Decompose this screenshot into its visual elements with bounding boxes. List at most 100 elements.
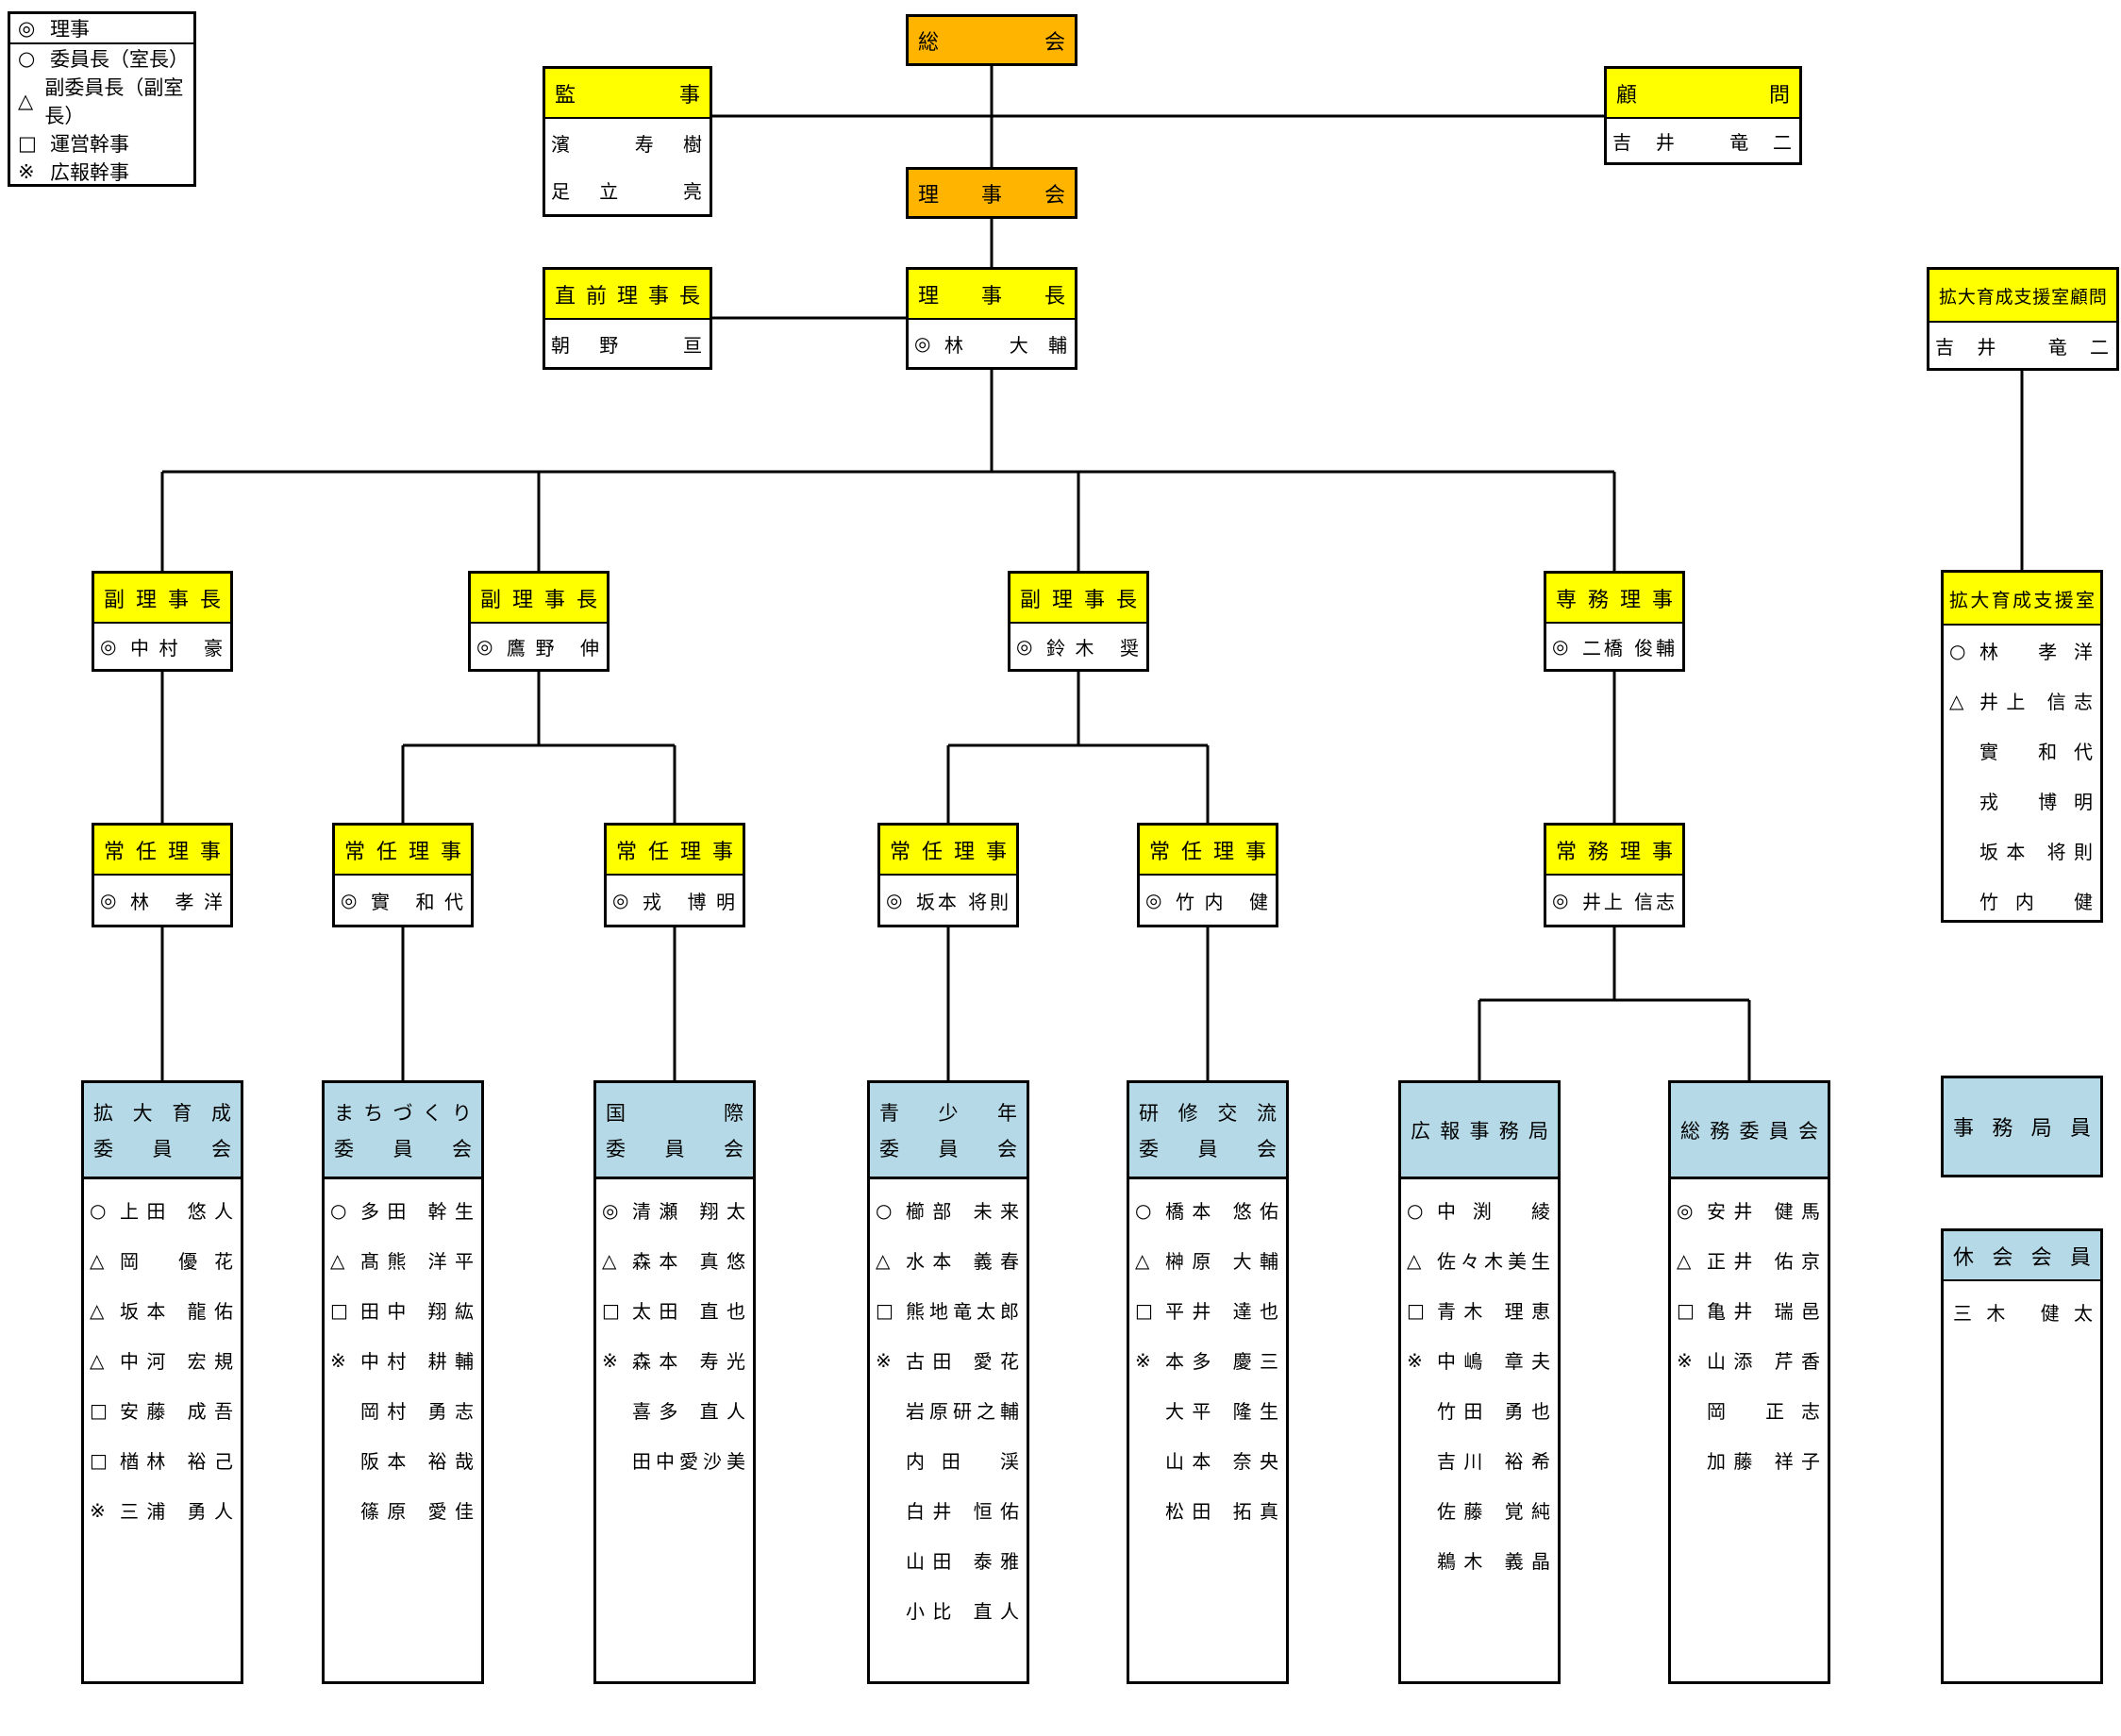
- role-mark: ○: [1135, 1198, 1152, 1222]
- legend-label: 理事: [50, 18, 90, 41]
- member-name: 櫛部 未来: [906, 1200, 1019, 1223]
- role-mark: ○: [1949, 639, 1966, 662]
- member-name: 岡 正志: [1707, 1400, 1820, 1423]
- committee-title-line: 広報事務局: [1411, 1119, 1548, 1143]
- role-mark: △: [90, 1348, 105, 1372]
- member-row: 吉川 裕希: [1401, 1435, 1558, 1485]
- box-inactive-members: 休会会員 三木 健太: [1941, 1228, 2103, 1684]
- member-row: 篠原 愛佳: [325, 1485, 481, 1535]
- member-row: 鵜木 義晶: [1401, 1535, 1558, 1585]
- expansion-support-advisor-title: 拡大育成支援室顧問: [1929, 270, 2116, 323]
- member-name: 山田 泰雅: [906, 1550, 1019, 1573]
- member-name: 熊地竜太郎: [906, 1300, 1019, 1323]
- legend-item: ◎ 理事: [10, 14, 193, 44]
- role-mark: △: [602, 1248, 617, 1272]
- member-name: 佐々木美生: [1437, 1250, 1550, 1273]
- member-row: ◎ 安井 健馬: [1671, 1185, 1828, 1235]
- role-mark: ◎: [476, 635, 493, 658]
- member-row: □ 熊地竜太郎: [870, 1285, 1027, 1335]
- member-row: 戎 博明: [1944, 776, 2100, 826]
- box-vice-president-1: 副理事長 ◎ 中村 豪: [92, 571, 233, 672]
- member-name: 三木 健太: [1953, 1302, 2093, 1325]
- committee-title-line: 青少年: [879, 1101, 1017, 1125]
- board-of-directors-title: 理事会: [909, 170, 1075, 216]
- box-pr-secretariat: 広報事務局 ○ 中渕 綾 △ 佐々木美生 □ 青木 理恵: [1398, 1080, 1561, 1684]
- member-name: 清瀬 翔太: [632, 1200, 745, 1223]
- committee-members: ○ 多田 幹生 △ 髙熊 洋平 □ 田中 翔紘 ※ 中村 耕輔: [325, 1179, 481, 1535]
- member-row: △ 岡 優花: [84, 1235, 241, 1285]
- box-immediate-past-president: 直前理事長 朝野 亘: [543, 267, 712, 370]
- committee-title-line: 委員会: [93, 1137, 231, 1160]
- role-mark: ※: [1407, 1348, 1423, 1372]
- member-row: 吉井 竜二: [1929, 323, 2116, 368]
- role-mark: △: [90, 1248, 105, 1272]
- inactive-members-title: 休会会員: [1944, 1231, 2100, 1281]
- role-mark: △: [1949, 689, 1964, 712]
- role-mark: □: [1677, 1298, 1695, 1322]
- officer-name-row: ◎ 坂本 将則: [880, 876, 1016, 925]
- role-mark: □: [90, 1398, 108, 1422]
- officer-name-row: ◎ 井上 信志: [1546, 876, 1682, 925]
- member-name: 阪本 裕哉: [360, 1450, 474, 1473]
- member-row: 松田 拓真: [1129, 1485, 1286, 1535]
- role-mark: △: [1135, 1248, 1150, 1272]
- box-vice-president-3: 副理事長 ◎ 鈴木 奨: [1008, 571, 1149, 672]
- role-mark: □: [1407, 1298, 1425, 1322]
- role-mark: △: [1407, 1248, 1422, 1272]
- role-mark: ◎: [341, 889, 358, 911]
- member-row: △ 水本 義春: [870, 1235, 1027, 1285]
- immediate-past-president-members: 朝野 亘: [545, 320, 710, 367]
- expansion-support-room-title: 拡大育成支援室: [1944, 573, 2100, 626]
- legend-mark: ※: [18, 160, 35, 183]
- member-name: 戎 博明: [1979, 791, 2093, 813]
- member-row: 小比 直人: [870, 1585, 1027, 1635]
- member-row: △ 正井 佑京: [1671, 1235, 1828, 1285]
- member-name: 戎 博明: [643, 890, 735, 913]
- box-committee-training-exchange: 研修交流 委員会 ○ 橋本 悠佑 △ 榊原 大輔 □ 平井 達也: [1127, 1080, 1289, 1684]
- officer-name-row: ◎ 竹内 健: [1140, 876, 1276, 925]
- member-row: △ 井上 信志: [1944, 676, 2100, 726]
- member-name: 實 和代: [371, 890, 463, 913]
- member-row: 大平 隆生: [1129, 1385, 1286, 1435]
- immediate-past-president-title: 直前理事長: [545, 270, 710, 320]
- member-name: 竹内 健: [1979, 891, 2093, 913]
- member-row: 内田 渓: [870, 1435, 1027, 1485]
- member-name: 安井 健馬: [1707, 1200, 1820, 1223]
- role-mark: ○: [90, 1198, 107, 1222]
- member-row: ※ 森本 寿光: [596, 1335, 753, 1385]
- executive-director-title: 専務理事: [1546, 574, 1682, 624]
- member-row: □ 太田 直也: [596, 1285, 753, 1335]
- member-name: 中村 耕輔: [360, 1350, 474, 1373]
- vice-president-title: 副理事長: [1010, 574, 1146, 624]
- expansion-support-advisor-members: 吉井 竜二: [1929, 323, 2116, 368]
- member-name: 三浦 勇人: [120, 1500, 233, 1523]
- managing-director-title: 常務理事: [1546, 826, 1682, 876]
- committee-header: 研修交流 委員会: [1129, 1083, 1286, 1179]
- member-row: ※ 三浦 勇人: [84, 1485, 241, 1535]
- standing-director-title: 常任理事: [94, 826, 230, 876]
- member-row: 岡 正志: [1671, 1385, 1828, 1435]
- committee-members: ◎ 安井 健馬 △ 正井 佑京 □ 亀井 瑞邑 ※ 山添 芹香: [1671, 1179, 1828, 1485]
- member-name: 正井 佑京: [1707, 1250, 1820, 1273]
- vice-president-title: 副理事長: [94, 574, 230, 624]
- role-mark: ◎: [1552, 889, 1569, 911]
- member-row: 佐藤 覚純: [1401, 1485, 1558, 1535]
- member-row: 加藤 祥子: [1671, 1435, 1828, 1485]
- member-name: 吉井 竜二: [1612, 130, 1792, 154]
- member-row: 岡村 勇志: [325, 1385, 481, 1435]
- committee-members: ○ 中渕 綾 △ 佐々木美生 □ 青木 理恵 ※ 中嶋 章夫: [1401, 1179, 1558, 1585]
- committee-header: 総務委員会: [1671, 1083, 1828, 1179]
- member-name: 林 孝洋: [130, 890, 223, 913]
- member-row: 朝野 亘: [545, 320, 710, 367]
- member-row: ※ 中嶋 章夫: [1401, 1335, 1558, 1385]
- member-row: 喜多 直人: [596, 1385, 753, 1435]
- box-committee-youth: 青少年 委員会 ○ 櫛部 未来 △ 水本 義春 □ 熊地竜太郎: [867, 1080, 1029, 1684]
- role-mark: △: [1677, 1248, 1692, 1272]
- member-name: 朝野 亘: [551, 333, 702, 357]
- member-row: □ 田中 翔紘: [325, 1285, 481, 1335]
- member-name: 吉井 竜二: [1935, 335, 2109, 359]
- box-standing-director-2: 常任理事 ◎ 實 和代: [332, 823, 474, 927]
- member-row: □ 楢林 裕己: [84, 1435, 241, 1485]
- member-name: 田中愛沙美: [632, 1450, 745, 1473]
- role-mark: ◎: [100, 635, 117, 658]
